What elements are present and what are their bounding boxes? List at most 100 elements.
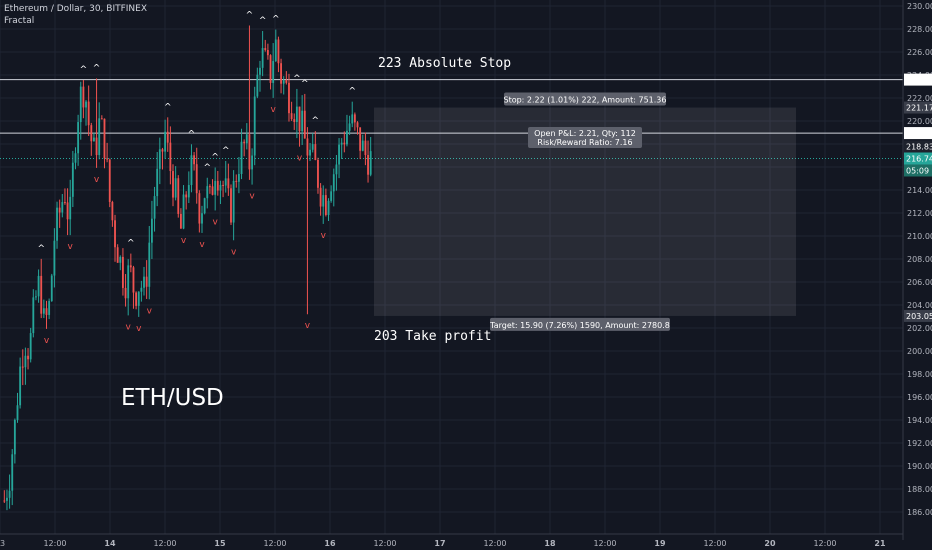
x-tick-label: 15 xyxy=(214,539,226,548)
candle-body xyxy=(50,275,53,302)
candle-body xyxy=(37,275,40,297)
candle-body xyxy=(282,80,285,84)
candle-body xyxy=(224,178,227,186)
tag-stop-line-bg xyxy=(904,73,932,86)
candle-body xyxy=(248,134,251,170)
candle-body xyxy=(137,291,140,306)
candle-body xyxy=(140,287,143,292)
candle-body xyxy=(269,55,272,83)
x-tick-label: 16 xyxy=(324,539,336,548)
fractal-down-marker: v xyxy=(94,175,100,185)
candle-body xyxy=(150,218,153,243)
candle-body xyxy=(190,155,193,186)
fractal-down-marker: v xyxy=(126,322,132,332)
y-tick-label: 192.00 xyxy=(907,439,932,448)
tag-current-bg xyxy=(904,152,932,165)
candle-body xyxy=(274,39,277,62)
candle-body xyxy=(335,164,338,175)
symbol-title[interactable]: Ethereum / Dollar, 30, BITFINEX xyxy=(4,4,148,14)
fractal-up-marker: ^ xyxy=(211,152,219,162)
fractal-down-marker: v xyxy=(199,240,205,250)
candle-body xyxy=(208,186,211,188)
tag-stop-level: 221.17 xyxy=(906,104,932,113)
y-tick-label: 230.00 xyxy=(907,2,932,11)
candle-body xyxy=(243,141,246,144)
candle-body xyxy=(93,137,95,142)
candle-body xyxy=(177,178,180,214)
candle-body xyxy=(314,144,317,160)
candle-body xyxy=(259,67,261,75)
tag-stop-line: 223.60 xyxy=(906,76,932,85)
candle-body xyxy=(351,114,354,124)
y-tick-label: 202.00 xyxy=(907,324,932,333)
candle-body xyxy=(129,265,132,268)
candle-body xyxy=(356,122,359,128)
x-tick-label: 19 xyxy=(654,539,666,548)
pl-line-1: Open P&L: 2.21, Qty: 112 xyxy=(534,129,636,138)
candle-body xyxy=(219,184,222,191)
candle-body xyxy=(90,125,93,142)
candle-body xyxy=(288,82,290,114)
horizontal-lines xyxy=(0,79,903,159)
candle-body xyxy=(111,201,114,221)
pl-line-2: Risk/Reward Ratio: 7.16 xyxy=(537,138,632,147)
pair-annotation: ETH/USD xyxy=(121,385,224,411)
candle-body xyxy=(21,366,24,368)
candle-body xyxy=(364,140,367,156)
candle-body xyxy=(64,202,66,204)
candle-body xyxy=(132,267,135,293)
candle-body xyxy=(95,137,98,156)
candle-body xyxy=(261,48,264,68)
candle-body xyxy=(319,187,322,207)
indicator-label[interactable]: Fractal xyxy=(4,16,35,26)
candle-body xyxy=(79,86,82,123)
candle-body xyxy=(301,110,304,132)
candle-body xyxy=(85,101,87,108)
x-axis[interactable]: 3 12:00 14 12:00 15 12:00 16 12:00 17 12:00 18 12:0… xyxy=(0,533,903,548)
candle-body xyxy=(172,171,174,198)
pl-box-bg xyxy=(528,127,642,148)
candle-body xyxy=(343,142,346,145)
x-tick-label: 21 xyxy=(874,539,886,548)
target-annotation: 203 Take profit xyxy=(374,329,491,344)
candle-body xyxy=(56,207,58,241)
candle-body xyxy=(285,80,288,83)
candle-body xyxy=(32,297,35,334)
candle-body xyxy=(143,276,145,288)
x-tick-label: 18 xyxy=(544,539,556,548)
y-tick-label: 210.00 xyxy=(907,232,932,241)
fractal-down-marker: v xyxy=(231,247,237,257)
fractal-up-marker: ^ xyxy=(246,11,254,21)
x-tick-label: 12:00 xyxy=(153,539,176,548)
candle-body xyxy=(153,196,156,219)
candle-body xyxy=(82,86,85,108)
candle-body xyxy=(272,61,275,83)
candle-body xyxy=(40,275,43,314)
y-tick-label: 194.00 xyxy=(907,416,932,425)
candle-body xyxy=(98,118,101,156)
candle-body xyxy=(69,196,72,220)
candle-body xyxy=(266,50,269,56)
candle-body xyxy=(232,180,235,223)
candle-body xyxy=(340,142,343,145)
candle-body xyxy=(330,191,333,201)
fractal-up-marker: ^ xyxy=(312,116,320,126)
candle-body xyxy=(240,141,243,174)
candle-body xyxy=(324,195,327,215)
candle-body xyxy=(35,296,37,298)
tag-stop-level-bg xyxy=(904,101,932,114)
candle-body xyxy=(103,118,106,159)
candle-body xyxy=(58,207,61,213)
candle-body xyxy=(187,185,190,198)
candle-body xyxy=(156,168,159,197)
tag-entry-line-bg xyxy=(904,127,932,140)
y-tick-label: 206.00 xyxy=(907,278,932,287)
y-tick-label: 200.00 xyxy=(907,347,932,356)
candle-body xyxy=(169,142,172,172)
candle-body xyxy=(108,159,111,202)
candle-body xyxy=(198,193,201,224)
fractal-down-marker: v xyxy=(213,217,219,227)
candle-body xyxy=(87,101,90,126)
fractal-down-marker: v xyxy=(305,321,311,331)
